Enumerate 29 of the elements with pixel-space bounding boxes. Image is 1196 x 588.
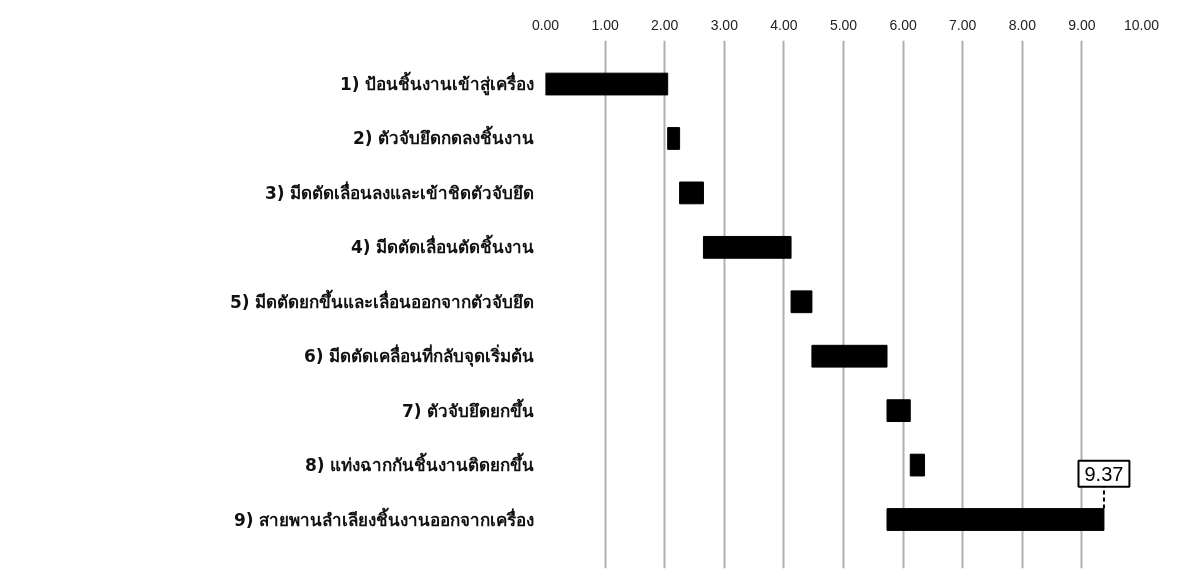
y-tick-label: 5) มีดตัดยกขึ้นและเลื่อนออกจากตัวจับยึด [229, 288, 535, 312]
y-tick-label: 7) ตัวจับยึดยกขึ้น [401, 397, 535, 421]
bar [790, 290, 813, 314]
x-tick-label: 0.00 [531, 16, 560, 33]
y-tick-label: 8) แท่งฉากกันชิ้นงานติดยกขึ้น [304, 452, 535, 476]
annotation: 9.37 [1084, 462, 1124, 485]
y-tick-label: 2) ตัวจับยึดกดลงชิ้นงาน [352, 125, 535, 149]
y-tick-label: 9) สายพานลำเลียงชิ้นงานออกจากเครื่อง [233, 506, 535, 530]
bar [886, 399, 911, 423]
bar [909, 453, 926, 477]
x-tick-label: 4.00 [770, 16, 798, 33]
bar [702, 235, 792, 259]
x-tick-label: 6.00 [889, 16, 917, 33]
y-tick-label: 4) มีดตัดเลื่อนตัดชิ้นงาน [350, 234, 535, 258]
y-tick-label: 3) มีดตัดเลื่อนลงและเข้าชิดตัวจับยึด [264, 180, 535, 203]
bar [679, 181, 704, 205]
bar [667, 127, 681, 150]
bar [545, 72, 669, 96]
bar [811, 344, 888, 368]
y-tick-label: 6) มีดตัดเคลื่อนที่กลับจุดเริ่มต้น [303, 344, 535, 368]
x-tick-label: 3.00 [710, 16, 739, 33]
y-tick-label: 1) ป้อนชิ้นงานเข้าสู่เครื่อง [339, 71, 535, 97]
x-tick-label: 10.00 [1123, 16, 1160, 33]
x-tick-label: 2.00 [651, 16, 679, 33]
x-tick-label: 8.00 [1008, 16, 1037, 33]
x-tick-label: 1.00 [591, 16, 619, 33]
x-tick-label: 9.00 [1068, 16, 1096, 33]
x-tick-label: 5.00 [829, 16, 858, 33]
x-tick-label: 7.00 [949, 16, 977, 33]
